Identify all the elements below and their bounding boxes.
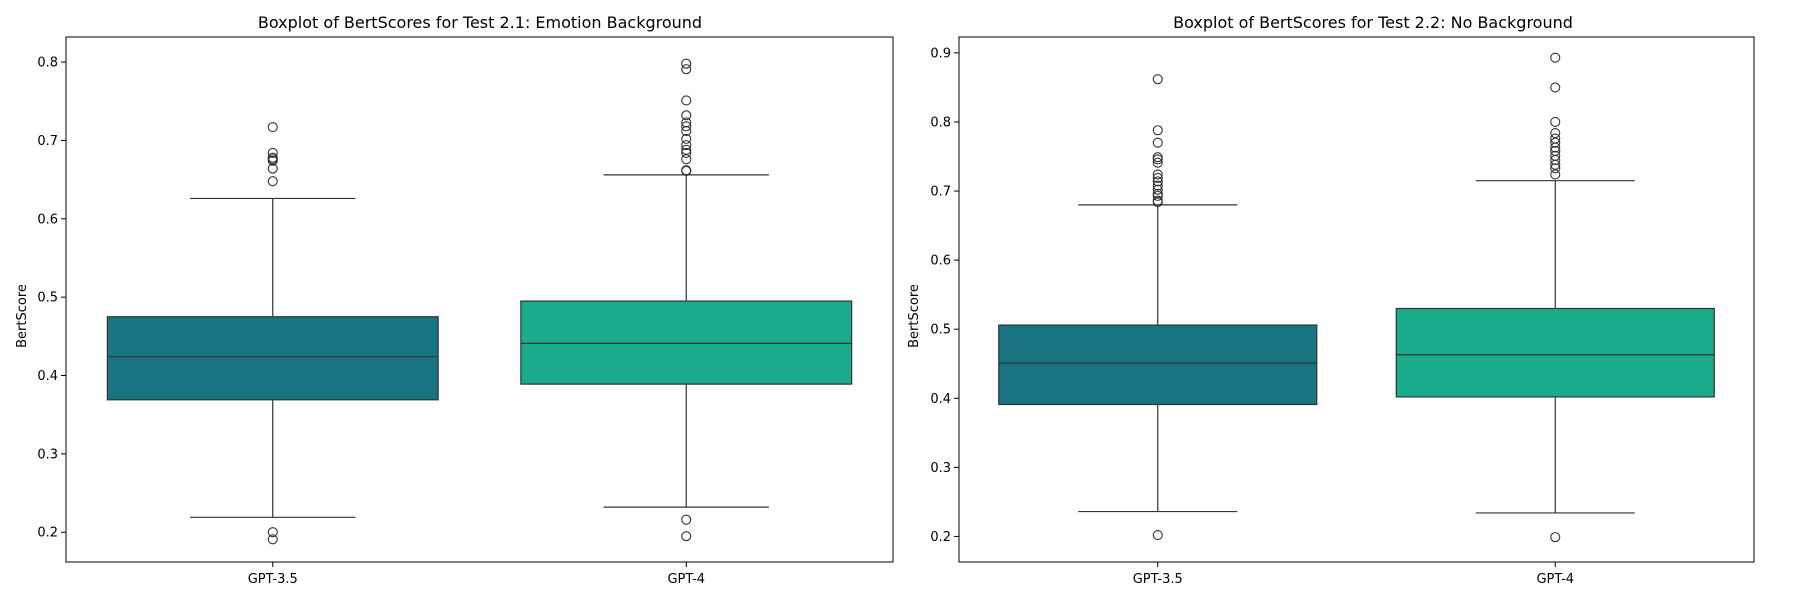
outlier-point xyxy=(267,122,278,133)
y-tick-label: 0.7 xyxy=(37,134,58,149)
y-axis-label: BertScore xyxy=(907,284,922,348)
y-tick-label: 0.6 xyxy=(37,212,58,227)
outlier-point xyxy=(267,147,278,159)
outlier-point xyxy=(1550,137,1561,148)
y-tick-label: 0.7 xyxy=(930,185,951,200)
outlier-point xyxy=(1550,150,1561,161)
outlier-point xyxy=(1152,157,1163,168)
plot-frame xyxy=(65,36,894,563)
outlier-point xyxy=(1152,530,1163,541)
y-tick-label: 0.5 xyxy=(930,323,951,338)
x-tick-label: GPT-3.5 xyxy=(1133,572,1183,587)
outlier-point xyxy=(681,144,692,155)
iqr-box xyxy=(106,316,439,401)
x-tick-label: GPT-4 xyxy=(1536,572,1574,587)
outlier-point xyxy=(681,165,692,176)
outlier-point xyxy=(1550,169,1561,180)
outlier-point xyxy=(1152,188,1163,199)
outlier-point xyxy=(267,176,278,187)
outlier-point xyxy=(681,64,692,75)
panel-test-2-2: Boxplot of BertScores for Test 2.2: No B… xyxy=(907,13,1755,587)
outlier-point xyxy=(1550,145,1561,157)
outlier-point xyxy=(1550,532,1561,543)
boxes xyxy=(106,58,853,545)
outlier-point xyxy=(681,58,692,69)
iqr-box xyxy=(520,300,853,385)
plot-frame xyxy=(958,36,1755,563)
outlier-point xyxy=(1152,137,1163,148)
outlier-point xyxy=(681,514,692,525)
outlier-point xyxy=(1152,180,1163,191)
y-tick-label: 0.2 xyxy=(37,526,58,541)
outlier-point xyxy=(681,110,692,121)
y-tick-label: 0.4 xyxy=(930,392,951,407)
boxes xyxy=(998,52,1715,543)
outlier-point xyxy=(1550,82,1561,93)
outlier-point xyxy=(1152,169,1163,180)
outlier-point xyxy=(1152,74,1163,85)
x-ticks: GPT-3.5 GPT-4 xyxy=(248,562,705,587)
outlier-point xyxy=(1550,52,1561,63)
box-gpt-4 xyxy=(1395,52,1715,543)
y-tick-label: 0.3 xyxy=(930,461,951,476)
outlier-point xyxy=(1550,127,1561,139)
y-tick-label: 0.4 xyxy=(37,369,58,384)
outlier-point xyxy=(681,140,692,151)
y-tick-label: 0.6 xyxy=(930,254,951,269)
box-gpt-3-5 xyxy=(106,122,439,545)
chart-title: Boxplot of BertScores for Test 2.1: Emot… xyxy=(258,13,702,32)
outlier-point xyxy=(1550,116,1561,128)
outlier-point xyxy=(681,133,692,144)
y-ticks: 0.2 0.3 0.4 0.5 0.6 0.7 0.8 xyxy=(37,56,66,541)
box-gpt-4 xyxy=(520,58,853,542)
y-tick-label: 0.8 xyxy=(37,56,58,71)
outlier-point xyxy=(1550,133,1561,144)
outlier-point xyxy=(1152,172,1163,183)
outlier-point xyxy=(681,121,692,132)
outlier-point xyxy=(1152,152,1163,163)
y-tick-label: 0.2 xyxy=(930,530,951,545)
y-tick-label: 0.3 xyxy=(37,447,58,462)
outlier-point xyxy=(681,531,692,542)
panel-test-2-1: Boxplot of BertScores for Test 2.1: Emot… xyxy=(15,13,894,587)
y-ticks: 0.2 0.3 0.4 0.5 0.6 0.7 0.8 0.9 xyxy=(930,46,959,545)
outlier-point xyxy=(1152,176,1163,187)
iqr-box xyxy=(1395,307,1715,398)
outlier-point xyxy=(1152,184,1163,195)
y-tick-label: 0.5 xyxy=(37,291,58,306)
outlier-point xyxy=(681,95,692,106)
outlier-point xyxy=(1152,125,1163,136)
outlier-point xyxy=(1550,163,1561,174)
y-axis-label: BertScore xyxy=(15,284,30,348)
chart-title: Boxplot of BertScores for Test 2.2: No B… xyxy=(1173,13,1573,32)
outlier-point xyxy=(1152,195,1163,206)
x-tick-label: GPT-3.5 xyxy=(248,572,298,587)
y-tick-label: 0.9 xyxy=(930,46,951,61)
iqr-box xyxy=(998,324,1318,406)
outlier-point xyxy=(681,147,692,159)
y-tick-label: 0.8 xyxy=(930,115,951,130)
outlier-point xyxy=(267,534,278,545)
box-gpt-3-5 xyxy=(998,74,1318,541)
outlier-point xyxy=(267,152,278,163)
x-ticks: GPT-3.5 GPT-4 xyxy=(1133,562,1574,587)
outlier-point xyxy=(267,527,278,538)
outlier-point xyxy=(681,117,692,128)
x-tick-label: GPT-4 xyxy=(667,572,705,587)
